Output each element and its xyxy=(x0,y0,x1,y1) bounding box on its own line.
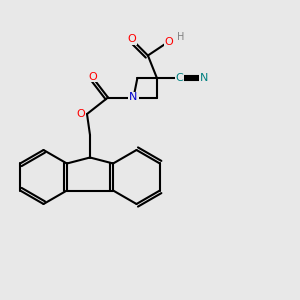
Text: O: O xyxy=(127,34,136,44)
Text: H: H xyxy=(177,32,184,43)
Text: O: O xyxy=(164,37,173,47)
Text: N: N xyxy=(129,92,138,103)
Text: O: O xyxy=(76,109,85,119)
Text: N: N xyxy=(200,73,208,83)
Text: C: C xyxy=(176,73,183,83)
Text: O: O xyxy=(88,71,98,82)
